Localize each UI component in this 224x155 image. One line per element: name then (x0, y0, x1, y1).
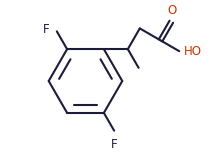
Text: F: F (111, 138, 117, 151)
Text: O: O (168, 4, 177, 17)
Text: F: F (43, 23, 50, 36)
Text: HO: HO (184, 45, 202, 58)
